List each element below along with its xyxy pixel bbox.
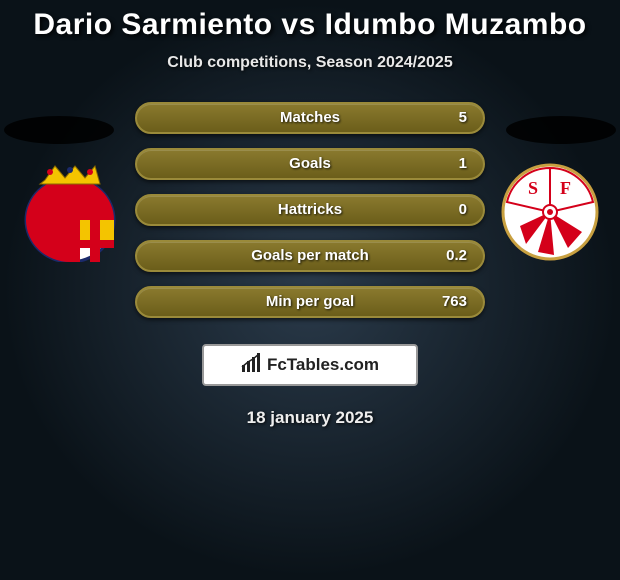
subtitle: Club competitions, Season 2024/2025 (0, 54, 620, 72)
stat-label: Min per goal (137, 288, 483, 316)
stat-row: Matches 5 (135, 102, 485, 134)
stat-label: Matches (137, 104, 483, 132)
brand-text: FcTables.com (267, 355, 379, 375)
stat-row: Goals per match 0.2 (135, 240, 485, 272)
page-title: Dario Sarmiento vs Idumbo Muzambo (0, 0, 620, 42)
stat-label: Goals per match (137, 242, 483, 270)
club-crest-left (20, 162, 120, 262)
stat-row: Min per goal 763 (135, 286, 485, 318)
date-label: 18 january 2025 (0, 408, 620, 428)
stat-label: Hattricks (137, 196, 483, 224)
player-shadow-right (506, 116, 616, 144)
chart-icon (241, 353, 263, 378)
stat-value: 1 (459, 150, 467, 178)
stats-list: Matches 5 Goals 1 Hattricks 0 Goals per … (135, 102, 485, 332)
svg-text:F: F (560, 178, 571, 198)
stat-row: Goals 1 (135, 148, 485, 180)
brand-badge: FcTables.com (202, 344, 418, 386)
stat-value: 763 (442, 288, 467, 316)
club-crest-right: S F (500, 162, 600, 262)
stat-row: Hattricks 0 (135, 194, 485, 226)
player-shadow-left (4, 116, 114, 144)
stat-value: 5 (459, 104, 467, 132)
stat-label: Goals (137, 150, 483, 178)
svg-text:S: S (528, 178, 538, 198)
comparison-panel: S F Matches 5 Goals 1 Hattricks 0 Goals … (0, 102, 620, 332)
stat-value: 0 (459, 196, 467, 224)
stat-value: 0.2 (446, 242, 467, 270)
